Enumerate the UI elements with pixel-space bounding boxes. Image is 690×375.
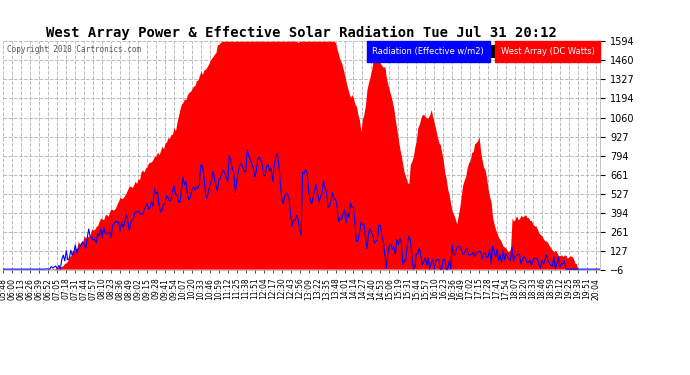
Legend: Radiation (Effective w/m2), West Array (DC Watts): Radiation (Effective w/m2), West Array (…	[371, 45, 596, 58]
Text: Copyright 2018 Cartronics.com: Copyright 2018 Cartronics.com	[7, 45, 141, 54]
Title: West Array Power & Effective Solar Radiation Tue Jul 31 20:12: West Array Power & Effective Solar Radia…	[46, 26, 558, 40]
